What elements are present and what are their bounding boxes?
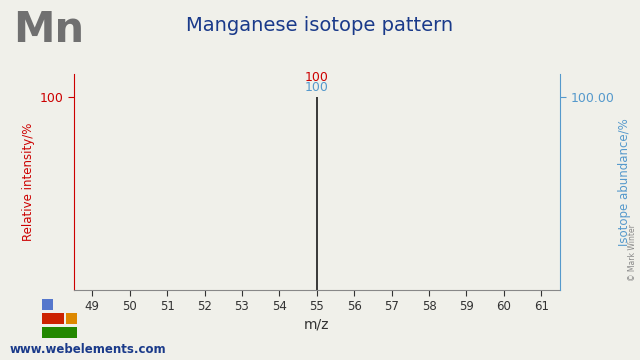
Bar: [65, 312, 77, 324]
Y-axis label: Relative intensity/%: Relative intensity/%: [22, 123, 35, 241]
Bar: [42, 299, 52, 310]
Bar: [42, 312, 64, 324]
Text: Manganese isotope pattern: Manganese isotope pattern: [186, 16, 454, 35]
Text: www.webelements.com: www.webelements.com: [10, 343, 166, 356]
Bar: [42, 327, 77, 338]
Text: © Mark Winter: © Mark Winter: [628, 224, 637, 281]
Text: 100: 100: [305, 81, 329, 94]
Text: Mn: Mn: [13, 9, 84, 51]
X-axis label: m/z: m/z: [304, 318, 330, 332]
Y-axis label: Isotope abundance/%: Isotope abundance/%: [618, 118, 632, 246]
Text: 100: 100: [305, 71, 329, 84]
